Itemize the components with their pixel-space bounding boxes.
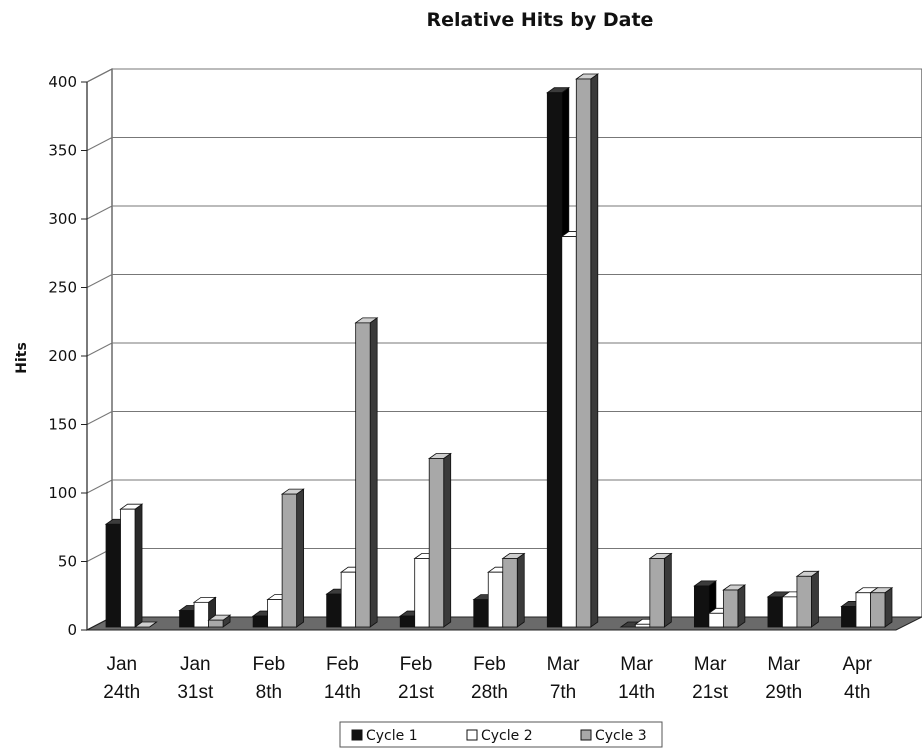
x-tick-label: Jan <box>106 654 137 675</box>
bar <box>119 503 144 628</box>
x-tick-label: 7th <box>550 682 576 703</box>
legend-box <box>339 721 663 748</box>
y-axis-label: Hits <box>14 342 30 374</box>
bar <box>427 452 452 628</box>
legend: Cycle 1 Cycle 2 Cycle 3 <box>339 721 663 748</box>
legend-swatch <box>351 729 363 741</box>
y-tick-layer: 0 50 100 150 200 250 300 350 400 <box>48 73 77 639</box>
bar-layer <box>104 73 894 628</box>
x-tick-label: 14th <box>618 682 655 703</box>
x-tick-label: Mar <box>694 654 727 675</box>
legend-item: Cycle 3 <box>580 728 647 744</box>
x-tick-label: 31st <box>177 682 214 703</box>
y-tick-label: 350 <box>48 142 77 160</box>
bar <box>280 488 305 628</box>
y-tick-label: 100 <box>48 484 77 502</box>
x-tick-label: 28th <box>471 682 508 703</box>
legend-item: Cycle 1 <box>351 728 418 744</box>
y-tick-label: 200 <box>48 347 77 365</box>
bar <box>575 73 600 628</box>
x-tick-label: Feb <box>326 654 359 675</box>
x-tick-label: 8th <box>256 682 282 703</box>
bar <box>207 614 232 628</box>
bar <box>354 317 379 628</box>
legend-label: Cycle 2 <box>481 728 533 744</box>
x-tick-label: 4th <box>844 682 870 703</box>
y-tick-label: 50 <box>58 553 77 571</box>
x-tick-label: 24th <box>103 682 140 703</box>
x-tick-label: 21st <box>692 682 729 703</box>
bar <box>869 586 894 628</box>
bar <box>501 552 526 628</box>
bar <box>795 570 820 628</box>
bar <box>648 552 673 628</box>
legend-swatch <box>580 729 592 741</box>
x-tick-label: Feb <box>473 654 506 675</box>
x-tick-label: Mar <box>620 654 653 675</box>
x-tick-label: Mar <box>547 654 580 675</box>
legend-label: Cycle 3 <box>595 728 647 744</box>
x-tick-label: Mar <box>767 654 800 675</box>
y-tick-label: 150 <box>48 416 77 434</box>
legend-label: Cycle 1 <box>366 728 418 744</box>
y-tick-label: 250 <box>48 279 77 297</box>
x-tick-label: 21st <box>398 682 435 703</box>
bar <box>133 621 158 628</box>
y-tick-label: 300 <box>48 210 77 228</box>
legend-item: Cycle 2 <box>466 728 533 744</box>
chart-title: Relative Hits by Date <box>427 9 654 31</box>
x-tick-label: Jan <box>180 654 211 675</box>
grid-layer <box>81 68 922 631</box>
x-tick-label: 29th <box>765 682 802 703</box>
legend-swatch <box>466 729 478 741</box>
x-tick-label: 14th <box>324 682 361 703</box>
y-tick-label: 400 <box>48 73 77 91</box>
x-tick-label: Feb <box>400 654 433 675</box>
x-tick-label: Feb <box>252 654 285 675</box>
y-tick-label: 0 <box>67 621 77 639</box>
x-tick-label: Apr <box>842 654 872 675</box>
x-tick-layer: Jan 24th Jan 31st Feb 8th Feb 14th Feb 21st Feb 28t… <box>103 654 872 703</box>
bar <box>722 584 747 628</box>
